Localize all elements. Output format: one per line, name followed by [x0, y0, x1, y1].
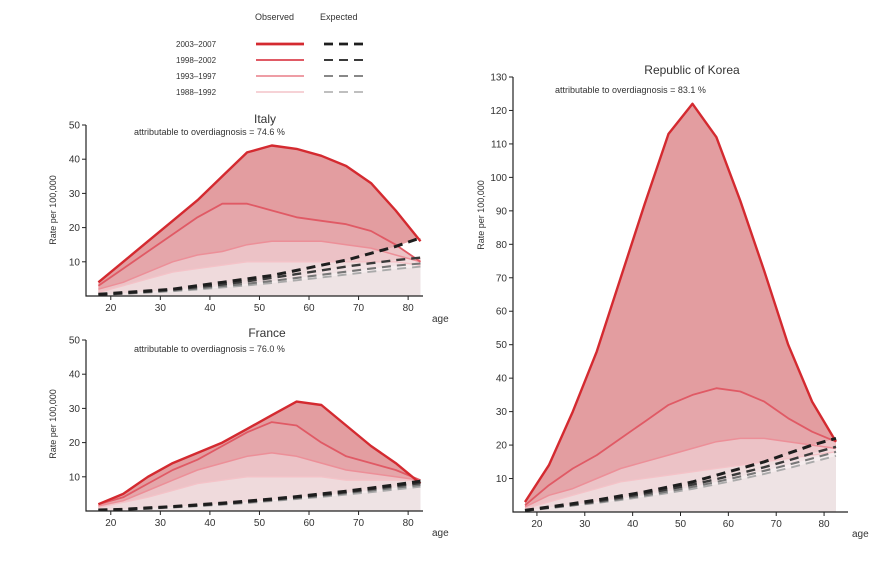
- observed-line-1993–1997: [98, 452, 421, 507]
- observed-line-2003–2007: [523, 102, 838, 503]
- observed-line-1988–1992: [524, 451, 837, 510]
- x-tick-label: 30: [579, 519, 591, 530]
- plot-area: 10 20 30 40 50 20 30 40 50 60 70 80: [69, 336, 423, 529]
- legend-period-2: 1998–2002: [176, 56, 217, 65]
- x-tick-label: 20: [105, 518, 117, 529]
- overdiagnosis-area-4: [98, 476, 421, 511]
- panel-france: 10 20 30 40 50 20 30 40 50 60 70 80 France attribut…: [48, 326, 449, 539]
- y-tick-label: 70: [496, 273, 508, 284]
- legend-period-4: 1988–1992: [176, 88, 217, 97]
- x-tick-label: 30: [155, 303, 167, 314]
- x-axis-label: age: [432, 314, 449, 325]
- legend: Observed Expected 2003–2007 1998–2002 19…: [176, 12, 368, 97]
- x-tick-label: 50: [254, 303, 266, 314]
- y-tick-label: 90: [496, 206, 508, 217]
- panel-title: France: [248, 326, 286, 340]
- expected-base-area: [525, 455, 836, 512]
- y-tick-label: 20: [69, 223, 81, 234]
- observed-line-1988–1992: [98, 261, 421, 294]
- overdiagnosis-area-4: [98, 261, 421, 295]
- y-axis-label: Rate per 100,000: [48, 175, 58, 245]
- y-axis-label: Rate per 100,000: [476, 180, 486, 250]
- y-tick-label: 50: [69, 336, 81, 347]
- y-tick-label: 50: [69, 121, 81, 132]
- y-tick-label: 10: [69, 257, 81, 268]
- y-tick-label: 80: [496, 240, 508, 251]
- x-tick-label: 60: [303, 303, 315, 314]
- y-tick-label: 100: [490, 173, 507, 184]
- y-tick-label: 130: [490, 73, 507, 84]
- plot-area: 10 20 30 40 50 20 30 40 50 60 70 80: [69, 121, 423, 314]
- panel-title: Republic of Korea: [644, 63, 740, 77]
- x-tick-label: 20: [105, 303, 117, 314]
- expected-line-2003–2007: [98, 479, 421, 512]
- x-tick-label: 70: [771, 519, 783, 530]
- legend-period-1: 2003–2007: [176, 40, 217, 49]
- y-axis-label: Rate per 100,000: [48, 389, 58, 459]
- x-tick-label: 80: [403, 303, 415, 314]
- observed-line-1988–1992: [98, 476, 421, 509]
- panel-republic-of-korea: 10 20 30 40 50 60 70 80 90 100 110 120 130 20 30 40 50 60…: [476, 63, 869, 540]
- overdiagnosis-annotation: attributable to overdiagnosis = 74.6 %: [134, 127, 285, 137]
- y-tick-label: 30: [69, 404, 81, 415]
- expected-base-area: [98, 266, 421, 296]
- overdiagnosis-annotation: attributable to overdiagnosis = 76.0 %: [134, 344, 285, 354]
- x-tick-label: 60: [723, 519, 735, 530]
- y-tick-label: 120: [490, 106, 507, 117]
- y-tick-label: 40: [69, 155, 81, 166]
- legend-expected-header: Expected: [320, 12, 358, 22]
- observed-line-1993–1997: [524, 437, 837, 508]
- y-tick-label: 10: [496, 474, 508, 485]
- y-tick-label: 10: [69, 472, 81, 483]
- x-tick-label: 70: [353, 303, 365, 314]
- legend-observed-header: Observed: [255, 12, 294, 22]
- y-tick-label: 110: [491, 139, 507, 150]
- axes-frame: [85, 340, 423, 512]
- x-tick-label: 60: [303, 518, 315, 529]
- x-tick-label: 30: [155, 518, 167, 529]
- y-tick-label: 40: [496, 374, 508, 385]
- x-tick-label: 40: [204, 303, 216, 314]
- overdiagnosis-annotation: attributable to overdiagnosis = 83.1 %: [555, 85, 706, 95]
- panel-title: Italy: [254, 112, 276, 126]
- y-tick-label: 50: [496, 340, 508, 351]
- axes-frame: [85, 125, 423, 297]
- overdiagnosis-area-4: [525, 451, 836, 511]
- x-tick-label: 80: [403, 518, 415, 529]
- panel-italy: 10 20 30 40 50 20 30 40 50 60 70 80 Italy attributa…: [48, 112, 449, 325]
- y-tick-label: 40: [69, 370, 81, 381]
- y-tick-label: 30: [496, 407, 508, 418]
- x-tick-label: 80: [819, 519, 831, 530]
- y-tick-label: 30: [69, 189, 81, 200]
- x-tick-label: 50: [675, 519, 687, 530]
- observed-line-1993–1997: [98, 240, 421, 290]
- observed-line-1998–2002: [98, 421, 421, 506]
- expected-line-2003–2007: [524, 436, 837, 512]
- observed-line-2003–2007: [97, 144, 422, 284]
- x-axis-label: age: [432, 528, 449, 539]
- legend-period-3: 1993–1997: [176, 72, 217, 81]
- x-tick-label: 40: [204, 518, 216, 529]
- observed-line-1998–2002: [97, 202, 422, 287]
- y-tick-label: 60: [496, 307, 508, 318]
- y-tick-label: 20: [496, 441, 508, 452]
- observed-line-2003–2007: [97, 400, 422, 506]
- expected-line-2003–2007: [98, 236, 421, 296]
- x-tick-label: 40: [627, 519, 639, 530]
- axes-frame: [512, 77, 848, 513]
- plot-area: 10 20 30 40 50 60 70 80 90 100 110 120 130 20 30 40 50 60…: [490, 73, 848, 530]
- x-tick-label: 20: [531, 519, 543, 530]
- x-axis-label: age: [852, 529, 869, 540]
- x-tick-label: 50: [254, 518, 266, 529]
- expected-base-area: [98, 486, 421, 511]
- x-tick-label: 70: [353, 518, 365, 529]
- observed-line-1998–2002: [524, 387, 837, 506]
- y-tick-label: 20: [69, 438, 81, 449]
